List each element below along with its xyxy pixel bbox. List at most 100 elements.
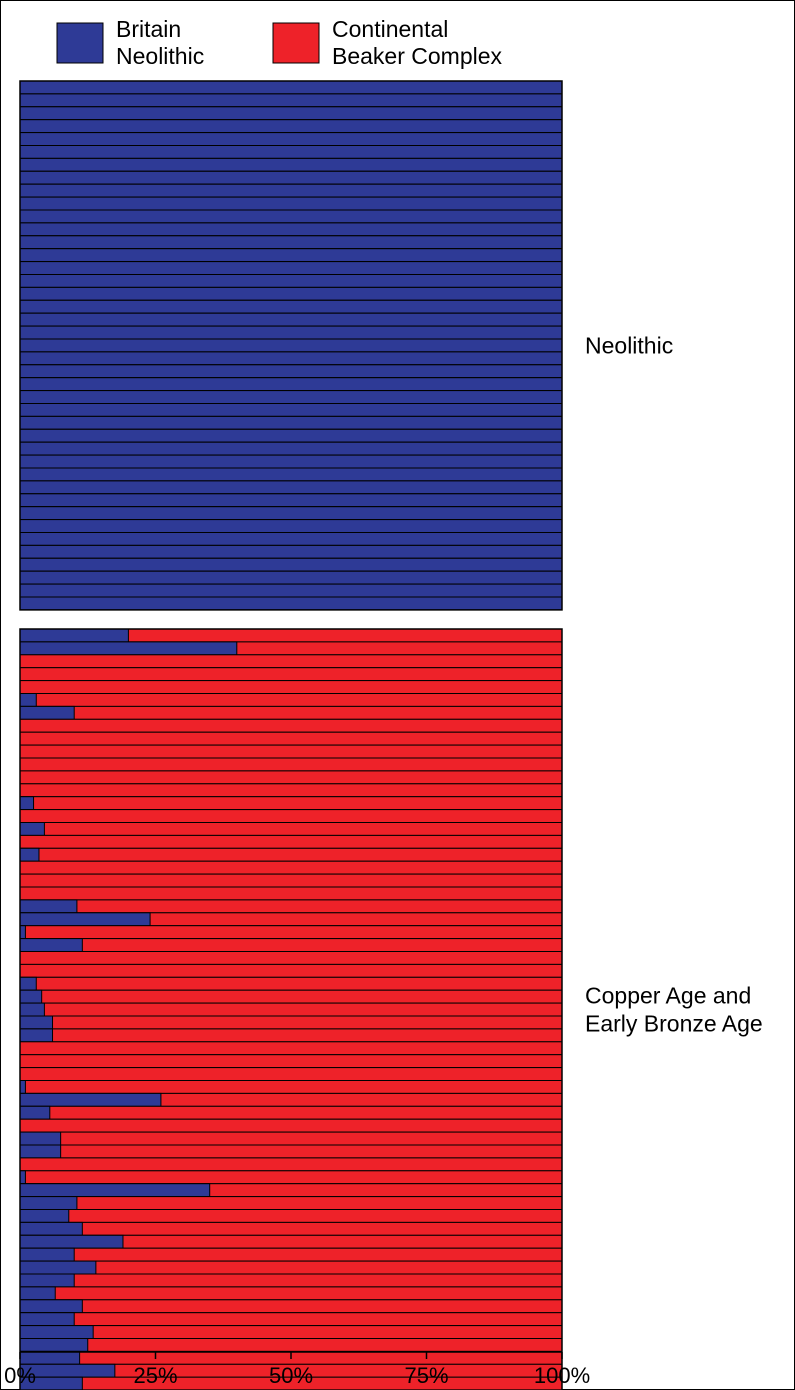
bar-segment-britain-neolithic xyxy=(19,325,563,340)
group-outline xyxy=(19,628,563,1390)
x-tick-label: 0% xyxy=(4,1363,36,1388)
bar-segment-continental-beaker xyxy=(19,963,563,978)
bar-segment-britain-neolithic xyxy=(19,557,563,572)
bar-segment-britain-neolithic xyxy=(19,403,563,417)
bar-segment-britain-neolithic xyxy=(19,570,563,585)
bar-segment-britain-neolithic xyxy=(19,1247,75,1262)
bar-segment-britain-neolithic xyxy=(19,454,563,469)
bar-segment-britain-neolithic xyxy=(19,119,563,134)
bar-segment-continental-beaker xyxy=(19,667,563,682)
bar-segment-britain-neolithic xyxy=(19,93,563,108)
legend-swatch xyxy=(56,22,104,64)
bar-segment-britain-neolithic xyxy=(19,493,563,508)
bar-segment-continental-beaker xyxy=(19,1286,563,1301)
bar-segment-continental-beaker xyxy=(19,899,563,914)
bar-segment-continental-beaker xyxy=(19,1221,563,1236)
bar-segment-britain-neolithic xyxy=(19,847,40,862)
bar-segment-britain-neolithic xyxy=(19,1092,162,1107)
legend-label: Beaker Complex xyxy=(332,43,503,69)
bar-segment-britain-neolithic xyxy=(19,822,45,836)
bar-segment-britain-neolithic xyxy=(19,628,129,643)
bar-segment-continental-beaker xyxy=(19,770,563,785)
bar-segment-continental-beaker xyxy=(19,718,563,733)
x-tick-label: 25% xyxy=(133,1363,177,1388)
bar-segment-britain-neolithic xyxy=(19,1131,62,1146)
bar-segment-britain-neolithic xyxy=(19,261,563,276)
bar-segment-continental-beaker xyxy=(19,783,563,798)
bar-segment-britain-neolithic xyxy=(19,989,43,1004)
bar-segment-continental-beaker xyxy=(19,1209,563,1223)
bar-segment-continental-beaker xyxy=(19,796,563,811)
bar-segment-britain-neolithic xyxy=(19,1312,75,1327)
bar-segment-continental-beaker xyxy=(19,809,563,823)
bar-segment-continental-beaker xyxy=(19,847,563,862)
bar-segment-britain-neolithic xyxy=(19,248,563,263)
bar-segment-britain-neolithic xyxy=(19,235,563,250)
bar-segment-continental-beaker xyxy=(19,1105,563,1120)
bar-segment-britain-neolithic xyxy=(19,693,37,707)
bar-segment-continental-beaker xyxy=(19,705,563,720)
bar-segment-britain-neolithic xyxy=(19,1234,124,1249)
bar-segment-britain-neolithic xyxy=(19,938,83,952)
bar-segment-britain-neolithic xyxy=(19,1209,70,1223)
bar-segment-britain-neolithic xyxy=(19,1144,62,1159)
bar-segment-britain-neolithic xyxy=(19,1338,89,1352)
bar-segment-continental-beaker xyxy=(19,886,563,901)
bar-segment-continental-beaker xyxy=(19,873,563,888)
bar-segment-britain-neolithic xyxy=(19,1221,83,1236)
bar-segment-britain-neolithic xyxy=(19,532,563,546)
bar-segment-continental-beaker xyxy=(19,693,563,707)
bar-segment-britain-neolithic xyxy=(19,1028,54,1043)
bar-segment-continental-beaker xyxy=(19,1080,563,1094)
bar-segment-continental-beaker xyxy=(19,989,563,1004)
bar-segment-britain-neolithic xyxy=(19,145,563,159)
bar-segment-britain-neolithic xyxy=(19,351,563,366)
x-tick-label: 75% xyxy=(404,1363,448,1388)
bar-segment-britain-neolithic xyxy=(19,912,151,927)
group-label: Copper Age and xyxy=(585,983,751,1009)
bar-segment-britain-neolithic xyxy=(19,312,563,327)
bar-segment-britain-neolithic xyxy=(19,286,563,301)
bar-segment-continental-beaker xyxy=(19,1002,563,1017)
bar-segment-continental-beaker xyxy=(19,1054,563,1069)
bar-segment-britain-neolithic xyxy=(19,506,563,521)
group-label: Early Bronze Age xyxy=(585,1011,763,1037)
bar-segment-britain-neolithic xyxy=(19,899,78,914)
bar-segment-continental-beaker xyxy=(19,731,563,746)
bar-segment-britain-neolithic xyxy=(19,596,563,611)
bar-segment-continental-beaker xyxy=(19,925,563,940)
bar-segment-britain-neolithic xyxy=(19,519,563,533)
bar-segment-britain-neolithic xyxy=(19,222,563,237)
bar-group xyxy=(19,628,563,1390)
bar-segment-continental-beaker xyxy=(19,1273,563,1288)
bar-segment-britain-neolithic xyxy=(19,1080,26,1094)
bar-segment-britain-neolithic xyxy=(19,976,37,991)
bar-segment-britain-neolithic xyxy=(19,467,563,482)
group-outline xyxy=(19,80,563,611)
bar-segment-britain-neolithic xyxy=(19,415,563,430)
bar-segment-continental-beaker xyxy=(19,938,563,952)
bar-segment-continental-beaker xyxy=(19,1067,563,1081)
bar-segment-britain-neolithic xyxy=(19,1299,83,1314)
bar-segment-britain-neolithic xyxy=(19,925,26,940)
bar-segment-britain-neolithic xyxy=(19,170,563,185)
bar-segment-continental-beaker xyxy=(19,1157,563,1172)
bar-segment-continental-beaker xyxy=(19,860,563,875)
x-axis: 0% 25% 50% 75% 100% xyxy=(4,1351,590,1388)
bar-segment-continental-beaker xyxy=(19,1247,563,1262)
bar-segment-continental-beaker xyxy=(19,1118,563,1133)
bar-segment-britain-neolithic xyxy=(19,1105,51,1120)
bar-segment-britain-neolithic xyxy=(19,428,563,443)
bar-segment-britain-neolithic xyxy=(19,1183,211,1198)
bar-segment-britain-neolithic xyxy=(19,441,563,456)
bar-segment-britain-neolithic xyxy=(19,196,563,211)
bar-segment-britain-neolithic xyxy=(19,641,238,656)
bar-segment-britain-neolithic xyxy=(19,583,563,598)
bar-segment-continental-beaker xyxy=(19,1196,563,1210)
bar-segment-britain-neolithic xyxy=(19,1286,56,1301)
legend-label: Britain xyxy=(116,16,181,42)
bar-segment-continental-beaker xyxy=(19,1144,563,1159)
bar-segment-britain-neolithic xyxy=(19,209,563,224)
